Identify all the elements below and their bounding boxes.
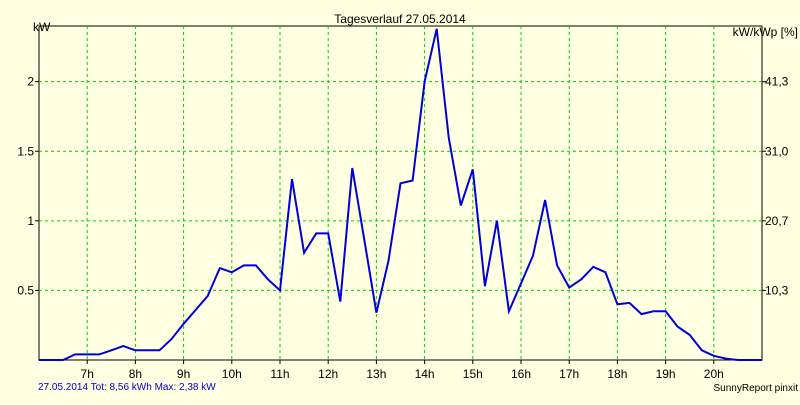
x-tick-label: 9h [177, 367, 190, 381]
y-axis-label-right: kW/kWp [%] [733, 25, 798, 39]
x-tick-label: 11h [270, 367, 289, 381]
x-tick-label: 7h [81, 367, 94, 381]
x-tick-label: 18h [607, 367, 627, 381]
x-tick-label: 17h [559, 367, 579, 381]
y-tick-label-right: 31,0 [765, 144, 789, 158]
y-axis-label-left: kW [33, 20, 51, 34]
chart-title: Tagesverlauf 27.05.2014 [334, 12, 466, 26]
y-tick-label-left: 1.5 [17, 144, 34, 158]
credit-footer: SunnyReport pinxit [713, 383, 799, 394]
x-tick-label: 16h [511, 367, 531, 381]
x-tick-label: 10h [222, 367, 242, 381]
plot-area [38, 25, 763, 361]
y-tick-label-left: 1 [27, 214, 34, 228]
x-tick-label: 8h [129, 367, 142, 381]
y-tick-label-right: 10,3 [765, 283, 789, 297]
x-tick-label: 13h [366, 367, 386, 381]
series-line [39, 28, 762, 361]
x-tick-label: 20h [704, 367, 724, 381]
y-tick-label-right: 41,3 [765, 75, 789, 89]
x-tick-label: 15h [463, 367, 483, 381]
x-tick-label: 19h [656, 367, 676, 381]
x-tick-label: 14h [415, 367, 435, 381]
axis-layer: 7h 8h 9h 10h 11h 12h 13h 14h 15h 16h 17h 18h 19h 20h 0… [17, 75, 788, 381]
summary-footer: 27.05.2014 Tot: 8,56 kWh Max: 2,38 kW [38, 382, 216, 393]
y-tick-label-right: 20,7 [765, 214, 789, 228]
y-tick-label-left: 2 [27, 75, 34, 89]
x-tick-label: 12h [318, 367, 338, 381]
y-tick-label-left: 0.5 [17, 283, 34, 297]
grid-layer [39, 26, 762, 360]
